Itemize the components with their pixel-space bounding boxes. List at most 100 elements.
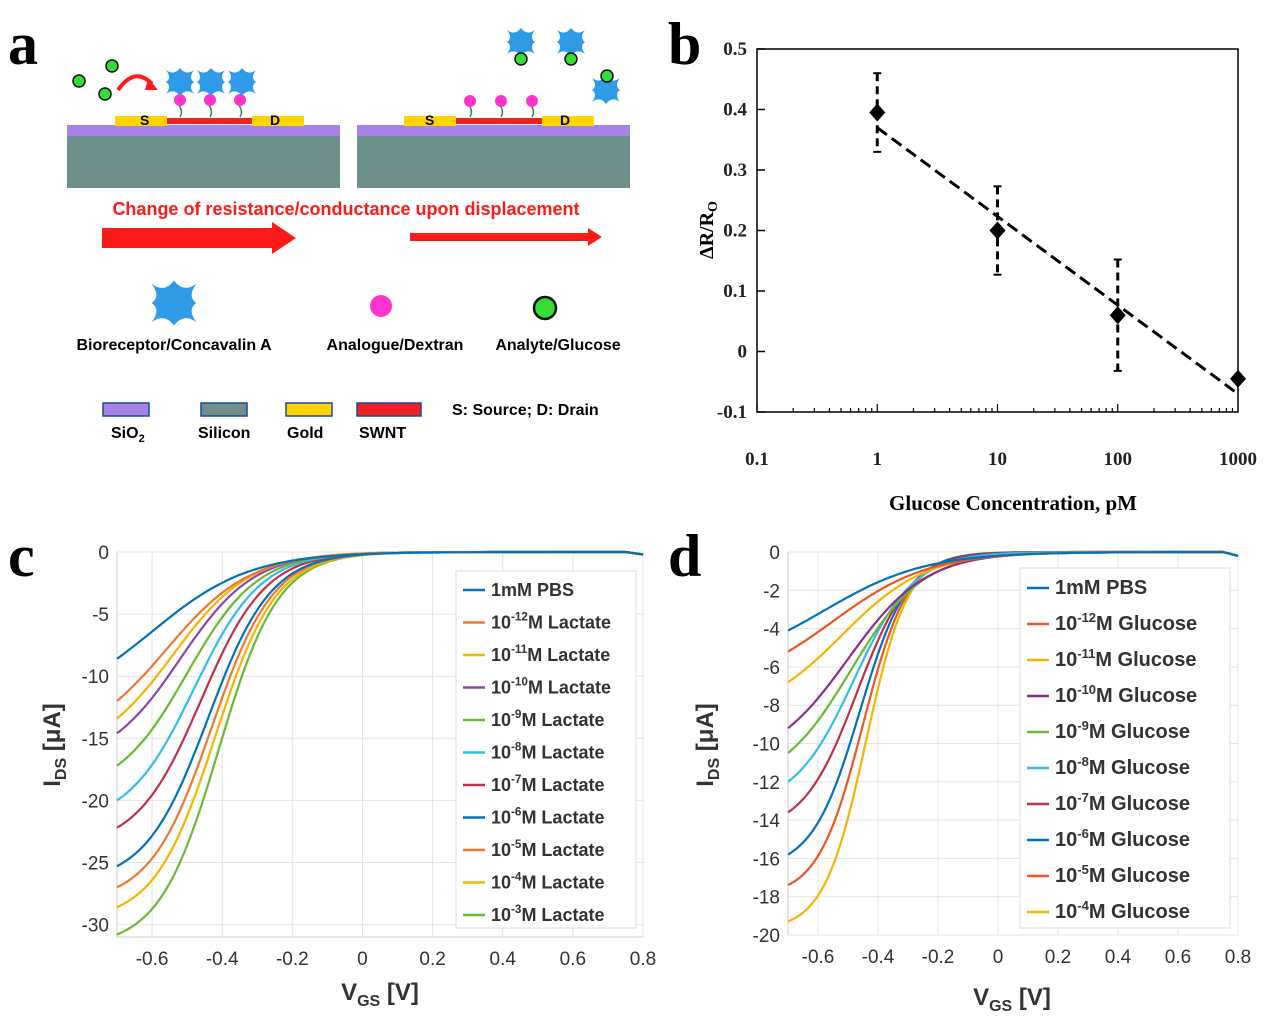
- analogue-icon: [464, 95, 476, 107]
- x-tick-label: 100: [1104, 449, 1133, 470]
- y-tick-label: -15: [82, 729, 109, 750]
- legend-label: 10-12M Glucose: [1055, 610, 1197, 635]
- legend-label: 10-11M Lactate: [491, 643, 610, 665]
- y-tick-labels-d: 0 -2 -4 -6 -8 -10 -12 -14 -16 -18 -20: [753, 543, 781, 947]
- legend-label: 10-7M Glucose: [1055, 790, 1190, 815]
- y-tick-label: -18: [753, 888, 780, 909]
- y-tick-labels-b: -0.1 0 0.1 0.2 0.3 0.4 0.5: [717, 39, 748, 423]
- schematic-panel: S D S D: [67, 28, 630, 445]
- x-tick-label: -0.6: [136, 949, 169, 970]
- legend-label: 10-9M Glucose: [1055, 718, 1190, 743]
- source-electrode-left: [115, 116, 167, 126]
- source-label-left: S: [140, 112, 149, 128]
- displacement-banner: Change of resistance/conductance upon di…: [112, 199, 579, 219]
- material-silicon-label: Silicon: [198, 425, 250, 442]
- legend-label: 10-3M Lactate: [491, 903, 604, 925]
- analogue-icon: [174, 94, 186, 106]
- legend-label: 10-12M Lactate: [491, 611, 611, 633]
- ticks-b: [756, 48, 1234, 413]
- analyte-icon: [532, 295, 558, 321]
- x-tick-label: 0.8: [630, 949, 656, 970]
- material-gold-label: Gold: [287, 425, 323, 442]
- curved-arrow-head-icon: [145, 78, 158, 90]
- swnt-channel-left: [167, 118, 252, 124]
- legend-label: 1mM PBS: [491, 580, 574, 600]
- legend-analyte-label: Analyte/Glucose: [495, 337, 620, 354]
- chart-c: 0 -5 -10 -15 -20 -25 -30 -0.6 -0.4 -0.2 0 0.2 0.4 0.…: [39, 543, 656, 1010]
- x-tick-label: -0.4: [862, 947, 895, 968]
- silicon-substrate-right: [357, 136, 630, 188]
- y-tick-label: 0.1: [723, 281, 747, 302]
- x-tick-label: 0.6: [560, 949, 586, 970]
- panel-label-c: c: [8, 523, 35, 589]
- curves-c: [116, 550, 644, 936]
- legend-label: 10-11M Glucose: [1055, 646, 1196, 671]
- data-point: [1109, 306, 1126, 325]
- x-tick-label: -0.6: [802, 947, 835, 968]
- y-tick-label: 0: [738, 342, 748, 363]
- y-tick-label: -10: [753, 735, 780, 756]
- material-swnt-label: SWNT: [359, 425, 406, 442]
- bioreceptor-icon: [166, 68, 194, 96]
- x-axis-label-c: VGS [V]: [341, 979, 419, 1010]
- y-tick-label: -5: [92, 605, 109, 626]
- legend-c: 1mM PBS 10-12M Lactate 10-11M Lactate 10-10…: [463, 580, 611, 925]
- y-tick-label: -4: [763, 620, 780, 641]
- legend-label: 1mM PBS: [1055, 577, 1147, 599]
- x-axis-label-b: Glucose Concentration, pM: [889, 491, 1137, 515]
- swnt-swatch: [356, 402, 422, 417]
- swnt-channel-right: [456, 118, 542, 124]
- x-tick-label: 0.2: [419, 949, 445, 970]
- material-sio2-label: SiO2: [111, 425, 145, 445]
- linker-group-right: [464, 95, 538, 118]
- legend-label: 10-6M Lactate: [491, 806, 604, 828]
- x-tick-label: -0.2: [276, 949, 309, 970]
- legend-bioreceptor-label: Bioreceptor/Concavalin A: [76, 337, 271, 354]
- analogue-icon: [370, 295, 392, 317]
- panel-label-a: a: [8, 11, 38, 77]
- y-tick-label: -10: [82, 667, 109, 688]
- y-axis-label-c: IDS [μA]: [39, 703, 70, 787]
- drain-electrode-right: [542, 116, 594, 126]
- gold-swatch: [285, 402, 333, 417]
- analogue-icon: [495, 95, 507, 107]
- x-tick-label: 0: [357, 949, 368, 970]
- legend-label: 10-7M Lactate: [491, 773, 604, 795]
- series-curve: [116, 550, 644, 660]
- drain-label-right: D: [560, 112, 570, 128]
- y-tick-label: -12: [753, 773, 780, 794]
- analogue-icon: [234, 94, 246, 106]
- bioreceptor-icon: [151, 280, 197, 326]
- chart-d: 0 -2 -4 -6 -8 -10 -12 -14 -16 -18 -20 -0.6 -0.4 -0.2…: [692, 543, 1251, 1015]
- legend-label: 10-8M Glucose: [1055, 754, 1190, 779]
- legend-label: 10-8M Lactate: [491, 741, 604, 763]
- y-tick-label: 0: [98, 543, 109, 564]
- x-tick-label: 0.4: [1105, 947, 1132, 968]
- y-tick-label: -20: [82, 791, 109, 812]
- y-tick-label: -2: [763, 581, 780, 602]
- y-tick-label: -20: [753, 926, 780, 947]
- y-axis-label-b: ΔR/RO: [696, 201, 721, 259]
- x-tick-labels-c: -0.6 -0.4 -0.2 0 0.2 0.4 0.6 0.8: [136, 949, 657, 970]
- legend-label: 10-5M Glucose: [1055, 862, 1190, 887]
- legend-label: 10-10M Lactate: [491, 676, 611, 698]
- data-point: [1230, 369, 1246, 388]
- drain-label-left: D: [270, 112, 280, 128]
- legend-analogue-label: Analogue/Dextran: [327, 337, 464, 354]
- y-tick-label: -6: [763, 658, 780, 679]
- data-point: [869, 103, 886, 122]
- y-tick-label: -8: [763, 696, 780, 717]
- bioreceptor-icon: [507, 28, 535, 56]
- x-tick-label: 0.6: [1165, 947, 1191, 968]
- y-tick-label: -25: [82, 853, 109, 874]
- x-tick-labels-b: 0.1 1 10 100 1000: [745, 449, 1257, 470]
- y-tick-labels-c: 0 -5 -10 -15 -20 -25 -30: [82, 543, 109, 937]
- y-tick-label: -14: [753, 811, 781, 832]
- source-drain-note: S: Source; D: Drain: [452, 402, 599, 419]
- panel-label-b: b: [668, 11, 701, 77]
- legend-label: 10-4M Lactate: [491, 871, 604, 893]
- x-tick-label: 1: [873, 449, 883, 470]
- legend-label: 10-4M Glucose: [1055, 898, 1190, 923]
- x-tick-label: 0.2: [1045, 947, 1071, 968]
- y-tick-label: -30: [82, 916, 109, 937]
